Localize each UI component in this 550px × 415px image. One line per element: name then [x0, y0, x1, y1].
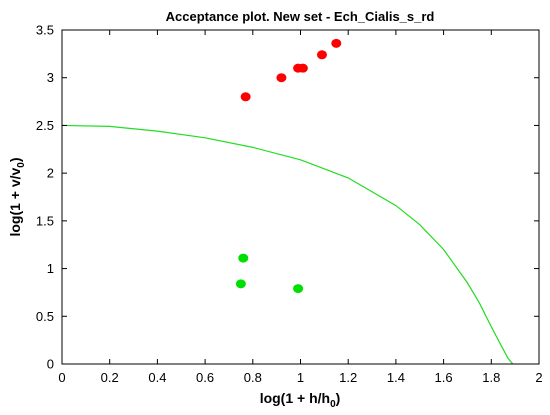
x-tick-label: 1.8 — [482, 370, 500, 385]
y-axis-label: log(1 + v/v0) — [7, 157, 27, 236]
data-point — [235, 279, 246, 289]
y-tick-label: 0 — [47, 357, 54, 372]
x-tick-label: 0.6 — [196, 370, 214, 385]
acceptance-boundary-curve — [61, 124, 514, 365]
x-tick-label: 0.8 — [244, 370, 262, 385]
plot-frame — [61, 29, 540, 365]
data-point — [238, 253, 249, 263]
data-point — [293, 284, 304, 294]
data-point — [297, 63, 308, 73]
x-axis-label: log(1 + h/h0) — [260, 390, 341, 410]
y-tick-label: 2.5 — [36, 118, 54, 133]
data-point — [240, 92, 251, 102]
x-tick-label: 1.2 — [339, 370, 357, 385]
x-tick-label: 0.2 — [101, 370, 119, 385]
data-point — [331, 38, 342, 48]
x-tick-label: 2 — [535, 370, 542, 385]
points-layer — [235, 38, 342, 294]
y-tick-label: 3.5 — [36, 23, 54, 38]
x-tick-label: 0.4 — [148, 370, 166, 385]
chart-title: Acceptance plot. New set - Ech_Cialis_s_… — [166, 9, 435, 24]
x-tick-label: 1.4 — [387, 370, 405, 385]
data-point — [276, 73, 287, 83]
plot-area — [61, 29, 540, 365]
x-tick-label: 1 — [297, 370, 304, 385]
y-tick-label: 0.5 — [36, 309, 54, 324]
y-tick-label: 2 — [47, 166, 54, 181]
boundary-layer — [61, 124, 514, 365]
y-tick-label: 1.5 — [36, 213, 54, 228]
x-axis-ticks: 0 0.2 0.4 0.6 0.8 1 1.2 1.4 1.6 1.8 2 — [58, 30, 543, 385]
y-tick-label: 3 — [47, 70, 54, 85]
y-tick-label: 1 — [47, 261, 54, 276]
data-point — [316, 50, 327, 60]
x-tick-label: 0 — [58, 370, 65, 385]
x-tick-label: 1.6 — [435, 370, 453, 385]
y-axis-ticks: 0 0.5 1 1.5 2 2.5 3 3.5 — [36, 23, 539, 372]
